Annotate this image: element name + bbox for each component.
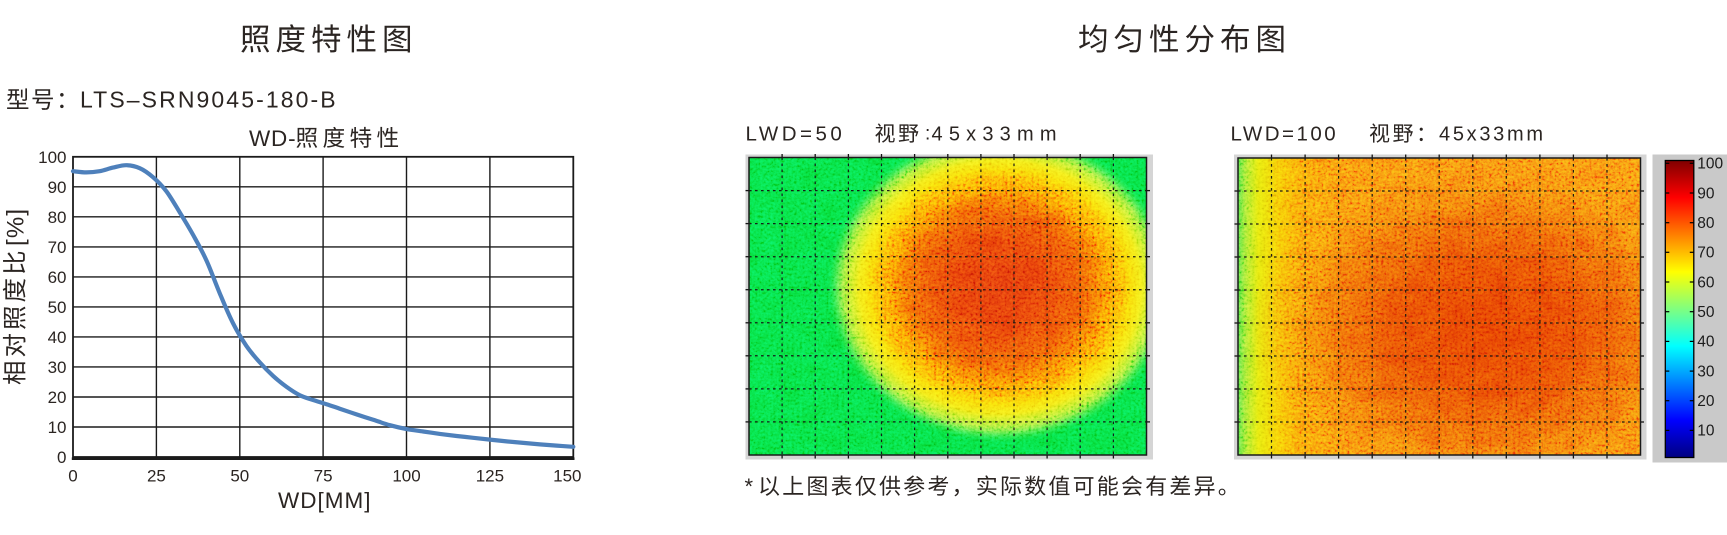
svg-text:[%]: [%] [3, 208, 30, 246]
svg-text:LWD=100: LWD=100 [1231, 123, 1339, 146]
svg-text:20: 20 [48, 388, 67, 407]
svg-text:45x33mm: 45x33mm [1439, 124, 1546, 146]
svg-text:150: 150 [553, 467, 581, 486]
svg-text:45x33mm: 45x33mm [932, 124, 1063, 146]
svg-text:30: 30 [1697, 363, 1715, 380]
svg-text:30: 30 [48, 358, 67, 377]
svg-text:100: 100 [38, 148, 66, 167]
svg-text:10: 10 [1697, 423, 1715, 440]
svg-text:50: 50 [1697, 304, 1715, 321]
svg-text:WD-: WD- [249, 126, 296, 151]
svg-text:LWD=50: LWD=50 [746, 123, 846, 146]
svg-text:25: 25 [147, 467, 166, 486]
svg-text:60: 60 [1697, 274, 1715, 291]
svg-text:10: 10 [48, 418, 67, 437]
svg-text:100: 100 [392, 467, 420, 486]
svg-text:40: 40 [1697, 334, 1715, 351]
svg-text:*: * [745, 474, 754, 499]
svg-text:50: 50 [230, 467, 249, 486]
svg-text::: : [925, 124, 930, 145]
svg-text:70: 70 [1697, 245, 1715, 262]
svg-text:90: 90 [48, 178, 67, 197]
svg-text:0: 0 [68, 467, 77, 486]
svg-text:80: 80 [48, 208, 67, 227]
svg-text:LTS–SRN9045-180-B: LTS–SRN9045-180-B [80, 87, 338, 113]
svg-text:100: 100 [1697, 156, 1723, 173]
svg-text:60: 60 [48, 268, 67, 287]
svg-text:70: 70 [48, 238, 67, 257]
svg-text:50: 50 [48, 298, 67, 317]
svg-text:125: 125 [476, 467, 504, 486]
svg-text:90: 90 [1697, 185, 1715, 202]
svg-text:20: 20 [1697, 393, 1715, 410]
svg-text:75: 75 [314, 467, 333, 486]
svg-text:40: 40 [48, 328, 67, 347]
svg-text:80: 80 [1697, 215, 1715, 232]
svg-text:0: 0 [57, 448, 66, 467]
svg-text:WD[MM]: WD[MM] [278, 488, 371, 513]
